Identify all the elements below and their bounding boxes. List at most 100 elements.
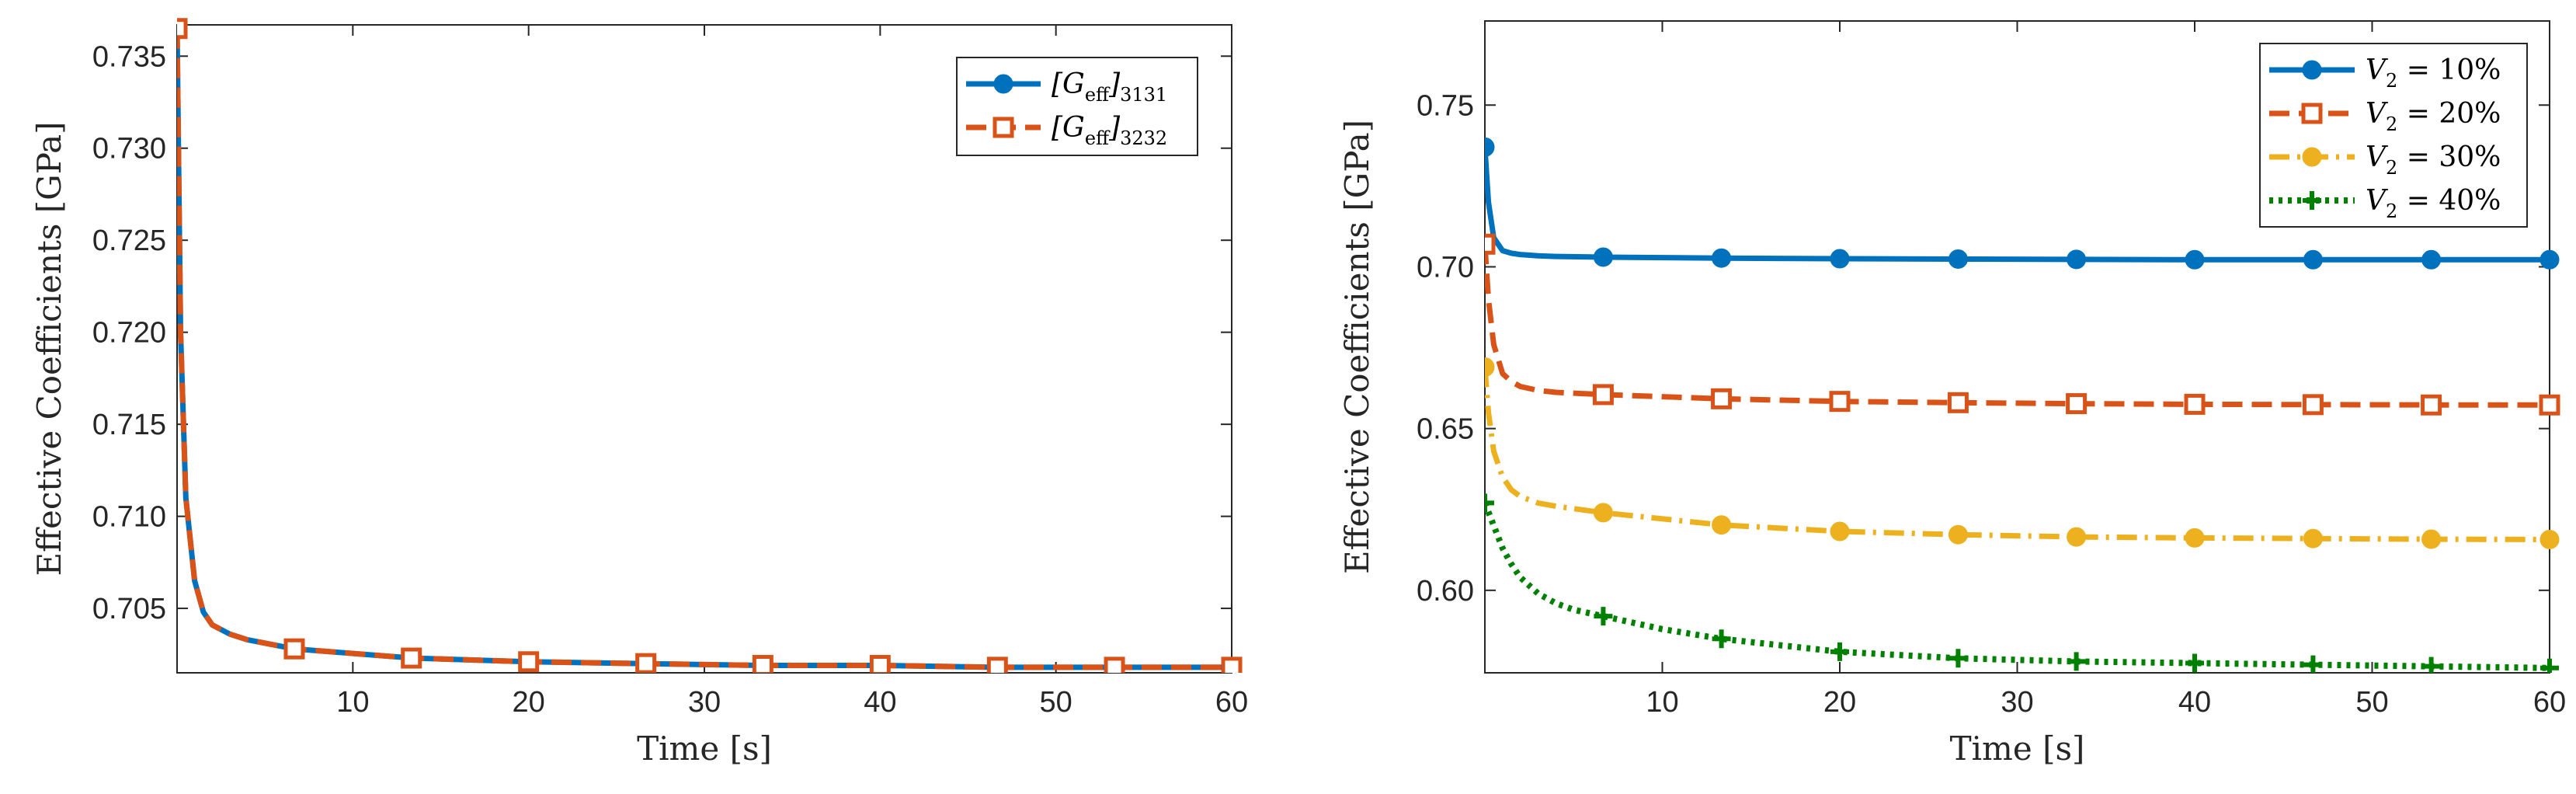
data-point-marker — [1221, 656, 1243, 673]
data-point-marker — [1485, 233, 1496, 255]
data-point-marker — [869, 655, 891, 673]
data-point-marker — [1830, 249, 1850, 269]
data-point-marker — [986, 656, 1008, 673]
series-3 — [1485, 493, 2559, 673]
data-point-marker — [2540, 658, 2559, 673]
y-tick-label: 0.65 — [1417, 413, 1474, 446]
data-point-marker — [1829, 391, 1851, 413]
data-point-marker — [2067, 249, 2087, 270]
right-chart: 10 20 30 40 50 60 0.60 0.65 0.70 0.75 Time [s] Effe… — [1338, 20, 2566, 768]
legend-entry-label: V2 = 40% — [2366, 185, 2501, 222]
y-tick-label: 0.710 — [92, 501, 166, 534]
data-point-marker — [283, 638, 305, 660]
x-axis-title: Time [s] — [1950, 730, 2085, 768]
series-0 — [1485, 137, 2560, 270]
y-tick-label: 0.70 — [1417, 251, 1474, 284]
y-tick-label: 0.75 — [1417, 89, 1474, 122]
data-point-marker — [2184, 393, 2206, 415]
legend-box — [956, 57, 1198, 156]
legend-marker — [993, 117, 1014, 138]
x-tick-label: 50 — [1040, 686, 1072, 719]
data-point-marker — [2421, 249, 2442, 270]
data-point-marker — [2421, 529, 2442, 549]
legend-marker — [2302, 60, 2322, 80]
data-point-marker — [1949, 649, 1968, 668]
y-tick-label: 0.730 — [92, 133, 166, 165]
legend-entry-label: V2 = 20% — [2366, 98, 2501, 135]
y-tick-label: 0.715 — [92, 409, 166, 441]
x-tick-label: 30 — [688, 686, 721, 719]
series-line — [1485, 244, 2550, 408]
legend-entry-label: V2 = 30% — [2366, 141, 2501, 179]
data-point-marker — [1711, 388, 1733, 409]
series-1 — [177, 18, 1243, 673]
x-tick-label: 50 — [2355, 686, 2388, 719]
data-point-marker — [1593, 503, 1613, 523]
data-point-marker — [2185, 528, 2205, 548]
data-point-marker — [2066, 393, 2088, 415]
legend: [Geff]3131 [Geff]3232 — [956, 57, 1198, 156]
legend: V2 = 10% V2 = 20% V2 = 30% V2 = 40% — [2259, 43, 2528, 228]
data-point-marker — [2303, 249, 2323, 270]
data-point-marker — [2421, 394, 2442, 416]
x-tick-label: 30 — [2001, 686, 2033, 719]
data-point-marker — [635, 653, 657, 673]
y-tick-label: 0.725 — [92, 225, 166, 257]
data-point-marker — [2067, 652, 2086, 671]
y-axis-title: Effective Coefficients [GPa] — [1338, 120, 1376, 574]
data-point-marker — [1830, 642, 1849, 661]
y-tick-label: 0.735 — [92, 40, 166, 73]
series-1 — [1485, 233, 2560, 416]
data-point-marker — [1948, 249, 1968, 269]
data-point-marker — [518, 651, 540, 673]
legend-entry-label: [Geff]3232 — [1052, 112, 1167, 149]
data-point-marker — [1592, 384, 1614, 406]
data-point-marker — [1712, 248, 1732, 268]
series-line — [1485, 501, 2550, 671]
y-tick-label: 0.60 — [1417, 575, 1474, 608]
series-line — [1485, 367, 2550, 542]
legend-marker — [2303, 191, 2321, 210]
data-point-marker — [2185, 249, 2205, 270]
data-point-marker — [2067, 527, 2087, 547]
legend-marker — [993, 74, 1013, 94]
legend-marker — [2301, 103, 2323, 124]
x-tick-label: 60 — [1215, 686, 1248, 719]
data-point-marker — [2303, 655, 2323, 673]
data-point-marker — [1485, 493, 1494, 513]
data-point-marker — [1485, 137, 1495, 157]
data-point-marker — [1593, 247, 1613, 267]
data-point-marker — [1712, 515, 1732, 535]
x-tick-label: 20 — [513, 686, 545, 719]
legend-entry-label: [Geff]3131 — [1052, 68, 1167, 106]
data-point-marker — [752, 655, 773, 673]
data-point-marker — [1104, 656, 1125, 673]
data-point-marker — [1948, 524, 1968, 545]
data-point-marker — [1485, 357, 1495, 378]
x-tick-label: 40 — [2178, 686, 2211, 719]
x-tick-label: 10 — [336, 686, 369, 719]
legend-entry-label: V2 = 10% — [2366, 54, 2501, 92]
data-point-marker — [2539, 529, 2560, 549]
data-point-marker — [2303, 528, 2323, 548]
series-2 — [1485, 357, 2560, 549]
data-point-marker — [1712, 629, 1731, 649]
x-tick-label: 10 — [1646, 686, 1678, 719]
y-tick-label: 0.720 — [92, 317, 166, 350]
y-axis-title: Effective Coefficients [GPa] — [30, 121, 68, 576]
data-point-marker — [2539, 249, 2560, 270]
data-point-marker — [401, 647, 422, 669]
x-tick-label: 40 — [864, 686, 896, 719]
data-point-marker — [2185, 653, 2204, 673]
data-point-marker — [2539, 394, 2560, 416]
y-tick-label: 0.705 — [92, 593, 166, 625]
legend-marker — [2302, 147, 2322, 167]
data-point-marker — [1947, 392, 1969, 413]
data-point-marker — [2302, 394, 2324, 416]
x-tick-label: 20 — [1823, 686, 1856, 719]
data-point-marker — [1830, 521, 1850, 542]
data-point-marker — [2421, 656, 2441, 673]
x-axis-title: Time [s] — [637, 730, 772, 768]
data-point-marker — [1594, 607, 1613, 626]
